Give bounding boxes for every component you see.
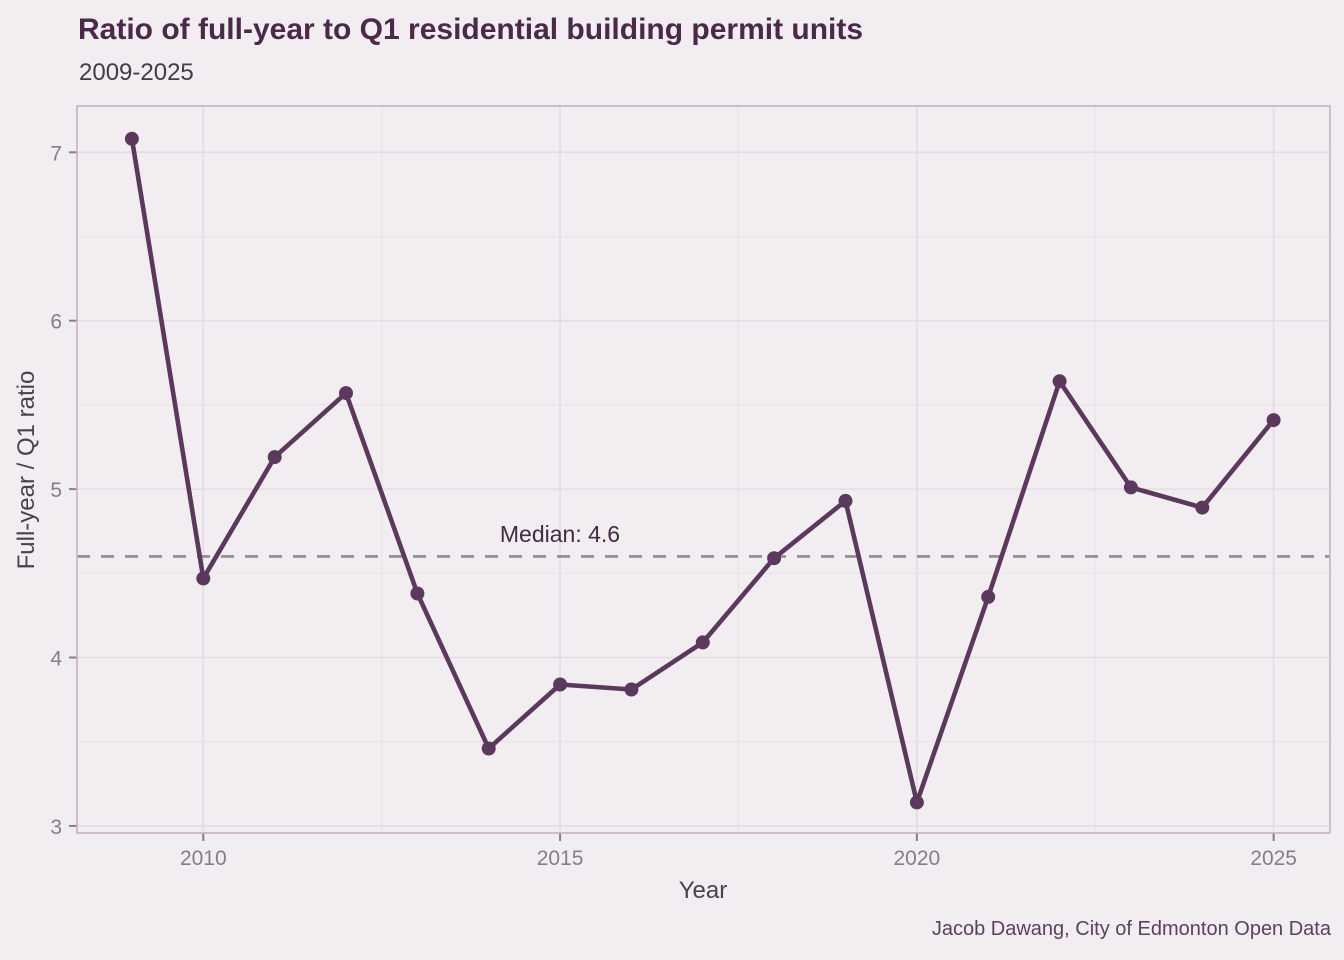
y-tick-label: 5 — [50, 479, 62, 502]
data-point-2024 — [1195, 500, 1210, 515]
data-point-2018 — [767, 551, 782, 566]
data-point-2016 — [624, 682, 639, 697]
x-tick-label: 2015 — [537, 847, 584, 870]
panel-border — [76, 105, 1331, 834]
data-point-2012 — [339, 386, 353, 401]
data-point-2020 — [909, 795, 924, 810]
y-axis-title: Full-year / Q1 ratio — [13, 370, 40, 570]
y-tick-label: 4 — [50, 648, 62, 671]
data-point-2009 — [124, 131, 139, 146]
chart-title: Ratio of full-year to Q1 residential bui… — [78, 13, 864, 46]
y-tick-label: 7 — [50, 142, 62, 165]
data-point-2010 — [196, 571, 211, 586]
x-tick-label: 2020 — [893, 847, 940, 870]
chart-subtitle: 2009-2025 — [79, 59, 194, 86]
y-tick-label: 6 — [50, 311, 62, 334]
data-point-2014 — [481, 741, 496, 756]
data-point-2025 — [1266, 413, 1281, 428]
data-point-2013 — [410, 586, 425, 601]
series-line — [129, 136, 1276, 805]
data-point-2023 — [1123, 480, 1138, 495]
x-axis-title: Year — [678, 877, 728, 904]
data-point-2019 — [838, 493, 853, 508]
data-point-2011 — [267, 450, 282, 465]
x-tick-label: 2025 — [1250, 847, 1297, 870]
x-tick-label: 2010 — [180, 847, 227, 870]
data-point-2015 — [553, 677, 568, 692]
data-point-2022 — [1052, 374, 1067, 389]
footer-caption: Jacob Dawang, City of Edmonton Open Data — [931, 918, 1331, 940]
y-tick-label: 3 — [50, 816, 62, 839]
median-label: Median: 4.6 — [499, 521, 621, 547]
data-point-2017 — [695, 635, 710, 650]
data-point-2021 — [981, 589, 996, 604]
